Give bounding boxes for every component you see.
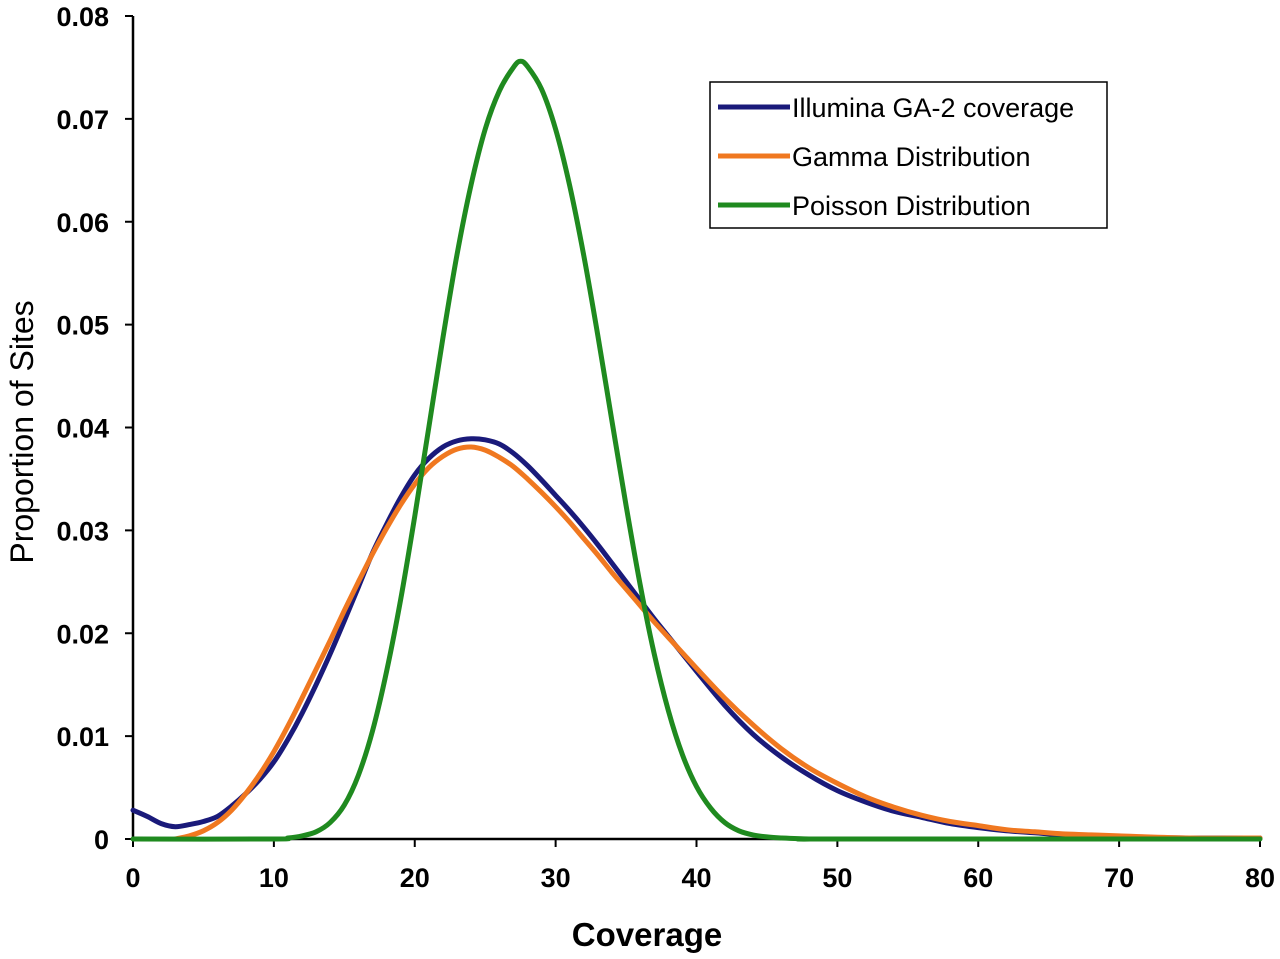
y-tick-label: 0.08 [56, 2, 109, 32]
x-tick-label: 70 [1104, 863, 1134, 893]
y-tick-label: 0 [94, 825, 109, 855]
series-line-poisson-distribution [130, 58, 1263, 842]
x-ticks: 0 10 20 30 40 50 60 70 80 [125, 839, 1275, 893]
legend-label: Illumina GA-2 coverage [792, 93, 1074, 123]
x-tick-label: 0 [125, 863, 140, 893]
x-tick-label: 60 [963, 863, 993, 893]
y-tick-label: 0.07 [56, 105, 109, 135]
y-tick-label: 0.01 [56, 722, 109, 752]
series-line-gamma-distribution [172, 444, 1263, 842]
x-axis-title: Coverage [572, 916, 722, 953]
series-line-illumina-ga-2-coverage [130, 436, 1263, 841]
x-tick-label: 10 [259, 863, 289, 893]
x-tick-label: 40 [681, 863, 711, 893]
y-tick-label: 0.05 [56, 311, 109, 341]
y-tick-label: 0.06 [56, 208, 109, 238]
series-lines [130, 58, 1263, 842]
legend-label: Gamma Distribution [792, 142, 1031, 172]
x-tick-label: 30 [541, 863, 571, 893]
x-tick-label: 50 [822, 863, 852, 893]
x-tick-label: 20 [400, 863, 430, 893]
y-ticks: 0 0.01 0.02 0.03 0.04 0.05 0.06 0.07 0.08 [56, 2, 133, 855]
x-tick-label: 80 [1245, 863, 1275, 893]
y-tick-label: 0.02 [56, 619, 109, 649]
y-axis-title: Proportion of Sites [4, 300, 40, 563]
y-tick-label: 0.03 [56, 516, 109, 546]
legend: Illumina GA-2 coverage Gamma Distribution… [709, 81, 1108, 229]
legend-label: Poisson Distribution [792, 191, 1031, 221]
y-tick-label: 0.04 [56, 414, 109, 444]
